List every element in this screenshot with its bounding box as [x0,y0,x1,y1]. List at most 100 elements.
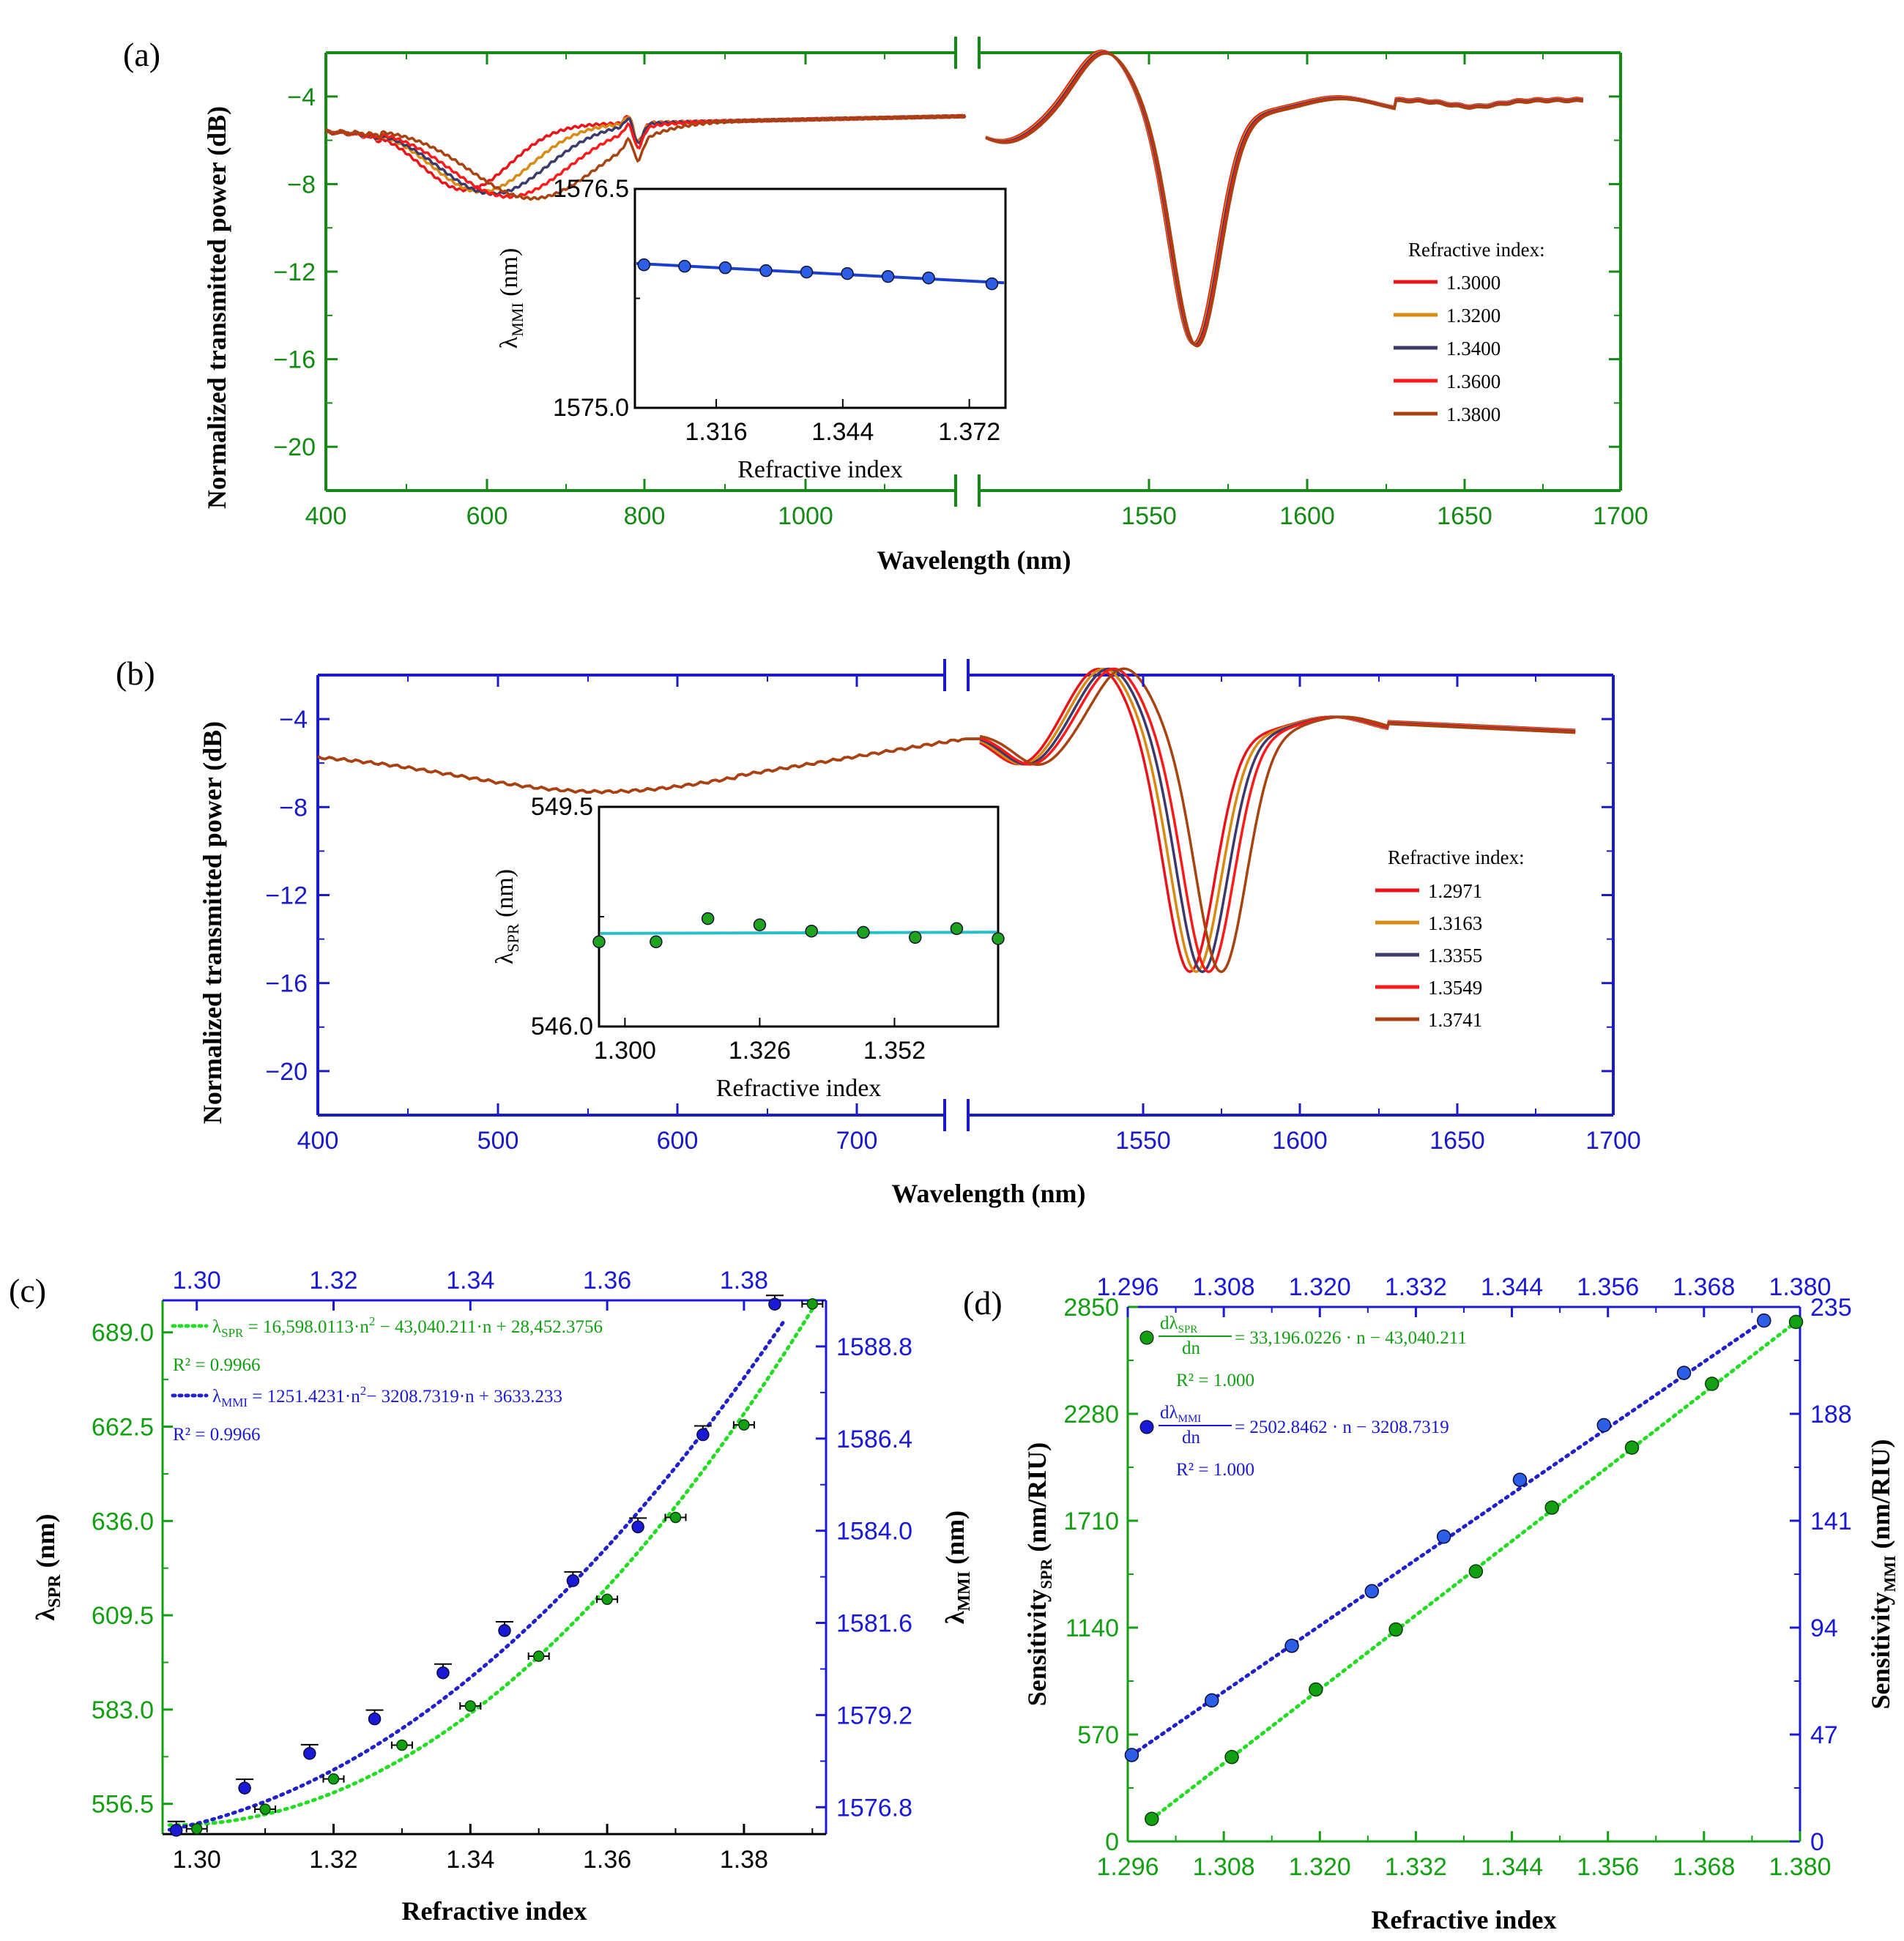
inset-data-point [759,264,773,277]
ylabel-main: Sensitivity [1866,1592,1895,1710]
panel-c: (c) 689.0 662.5 636.0 609.5 583.0 556.5 1588.8… [9,1267,974,1926]
ylabel-unit: (nm/RIU) [1866,1439,1895,1555]
right-tick-label: 1579.2 [836,1702,912,1729]
mmi-data-point [631,1520,644,1534]
right-tick-label: 235 [1810,1294,1852,1322]
inset-ylabel-unit: (nm) [496,248,523,303]
left-tick-label: 689.0 [92,1319,154,1347]
inset-data-point [950,922,964,936]
left-tick-label: 0 [1105,1828,1119,1856]
top-tick-label: 1.32 [309,1267,357,1294]
top-tick-label: 1.38 [720,1267,768,1294]
inset-ylabel: λSPR (nm) [491,869,522,964]
spr-eq-rhs: = 33,196.0226 · n − 43,040.211 [1235,1328,1467,1348]
spr-fit-line [1150,1319,1799,1821]
panel-a-ylabel: Normalized transmitted power (dB) [202,106,231,509]
ylabel-sub: MMI [1881,1555,1899,1592]
top-tick-label: 1.30 [173,1267,221,1294]
spectrum-line-1.3000-right [985,49,1584,346]
ylabel-unit: (nm) [940,1510,970,1571]
legend-label-1.2971: 1.2971 [1428,880,1482,902]
xtick-label: 600 [466,502,508,530]
mmi-data-point [566,1574,580,1587]
spectrum-line-1.3549-left [317,737,981,794]
left-tick-label: 2850 [1063,1294,1119,1322]
panel-a-inset: 1576.5 1575.0 1.316 1.344 1.372 Refractive in… [496,175,1007,483]
bottom-tick-label: 1.38 [720,1846,768,1874]
bottom-tick-label: 1.368 [1673,1853,1735,1881]
left-tick-label: 570 [1077,1721,1119,1749]
mmi-sensitivity-point [1205,1693,1219,1708]
inset-data-point [753,918,767,931]
bottom-tick-label: 1.356 [1577,1853,1639,1881]
panel-d: (d) 28502280171011405700235188141944701.… [963,1273,1899,1934]
legend-label-1.3355: 1.3355 [1428,945,1482,966]
spr-sensitivity-point [1788,1314,1804,1330]
inset-ylabel-sub: SPR [504,923,522,952]
right-tick-label: 141 [1810,1508,1852,1535]
xtick-label: 800 [624,502,666,530]
panel-b-inset: 549.5 546.01.300 1.326 1.352 Refractive inde… [491,793,1005,1102]
inset-fit-line [600,931,997,935]
right-tick-label: 1584.0 [836,1518,912,1546]
xtick-label: 1700 [1593,502,1648,530]
inset-frame [598,805,1000,1028]
spr-data-point [601,1593,613,1605]
top-tick-label: 1.344 [1481,1273,1543,1301]
eq-sub: MMI [221,1396,248,1409]
mmi-sensitivity-point [1364,1584,1380,1599]
legend-label-1.3549: 1.3549 [1428,977,1482,999]
mmi-sensitivity-point [1596,1417,1611,1433]
panel-d-ylabel-left: SensitivitySPR (nm/RIU) [1022,1442,1055,1707]
eq-part: = 16,598.0113·n [243,1317,369,1337]
inset-xtick-label: 1.300 [594,1037,656,1065]
spr-sensitivity-point [1388,1622,1403,1637]
inset-ytick-label: 549.5 [531,793,593,821]
ytick-label: −8 [287,171,316,198]
eq-num-sub: MMI [1178,1413,1202,1425]
ytick-label: −20 [265,1058,308,1086]
bottom-tick-label: 1.308 [1193,1853,1255,1881]
spr-eq-denominator: dn [1182,1338,1201,1358]
bottom-tick-label: 1.32 [309,1846,357,1874]
spr-sensitivity-point [1544,1500,1559,1515]
left-tick-label: 556.5 [92,1791,154,1819]
panel-b-curves [317,667,1576,974]
panel-a-xticks: 400 600 800 1000 1550 1600 1650 1700 [305,53,1648,530]
panel-b-yticks: −4 −8 −12 −16 −20 [265,674,1613,1086]
panel-b-legend: Refractive index: 1.2971 1.3163 1.3355 1.35… [1375,846,1525,1031]
left-tick-label: 583.0 [92,1696,154,1724]
eq-num-sub: SPR [1178,1324,1198,1335]
eq-num: dλ [1160,1314,1178,1333]
spr-data-point [738,1419,750,1431]
bottom-tick-label: 1.332 [1385,1853,1447,1881]
eq-part: λ [212,1387,221,1407]
xtick-label: 1600 [1272,1127,1328,1155]
mmi-sensitivity-point [1757,1313,1771,1328]
panel-c-label: (c) [9,1272,46,1309]
legend-label-1.3800: 1.3800 [1446,403,1500,425]
inset-ytick-label: 546.0 [531,1013,593,1040]
inset-data-point [857,925,870,939]
panel-b-xticks: 400 500 600 700 1550 1600 1650 1700 [297,675,1641,1155]
bottom-tick-label: 1.344 [1481,1853,1543,1881]
ytick-label: −16 [265,970,308,998]
eq-num: dλ [1160,1403,1178,1423]
xtick-label: 500 [477,1127,519,1155]
spectrum-line-1.3355-right [979,667,1576,974]
ylabel-unit: (nm/RIU) [1022,1442,1052,1559]
spr-equation: λSPR = 16,598.0113·n2 − 43,040.211·n + 2… [212,1314,603,1340]
eq-sub: SPR [221,1326,244,1340]
inset-data-point [701,912,715,925]
eq-part: − 3208.7319·n + 3633.233 [366,1387,562,1407]
panel-d-label: (d) [963,1284,1003,1322]
legend-label-1.3000: 1.3000 [1446,272,1500,294]
inset-ylabel-main: λ [496,336,523,349]
eq-part: − 43,040.211·n + 28,452.3756 [375,1317,603,1337]
panel-a-yticks: −4 −8 −12 −16 −20 [273,52,1621,461]
inset-data-point [922,271,935,285]
top-tick-label: 1.356 [1577,1273,1639,1301]
